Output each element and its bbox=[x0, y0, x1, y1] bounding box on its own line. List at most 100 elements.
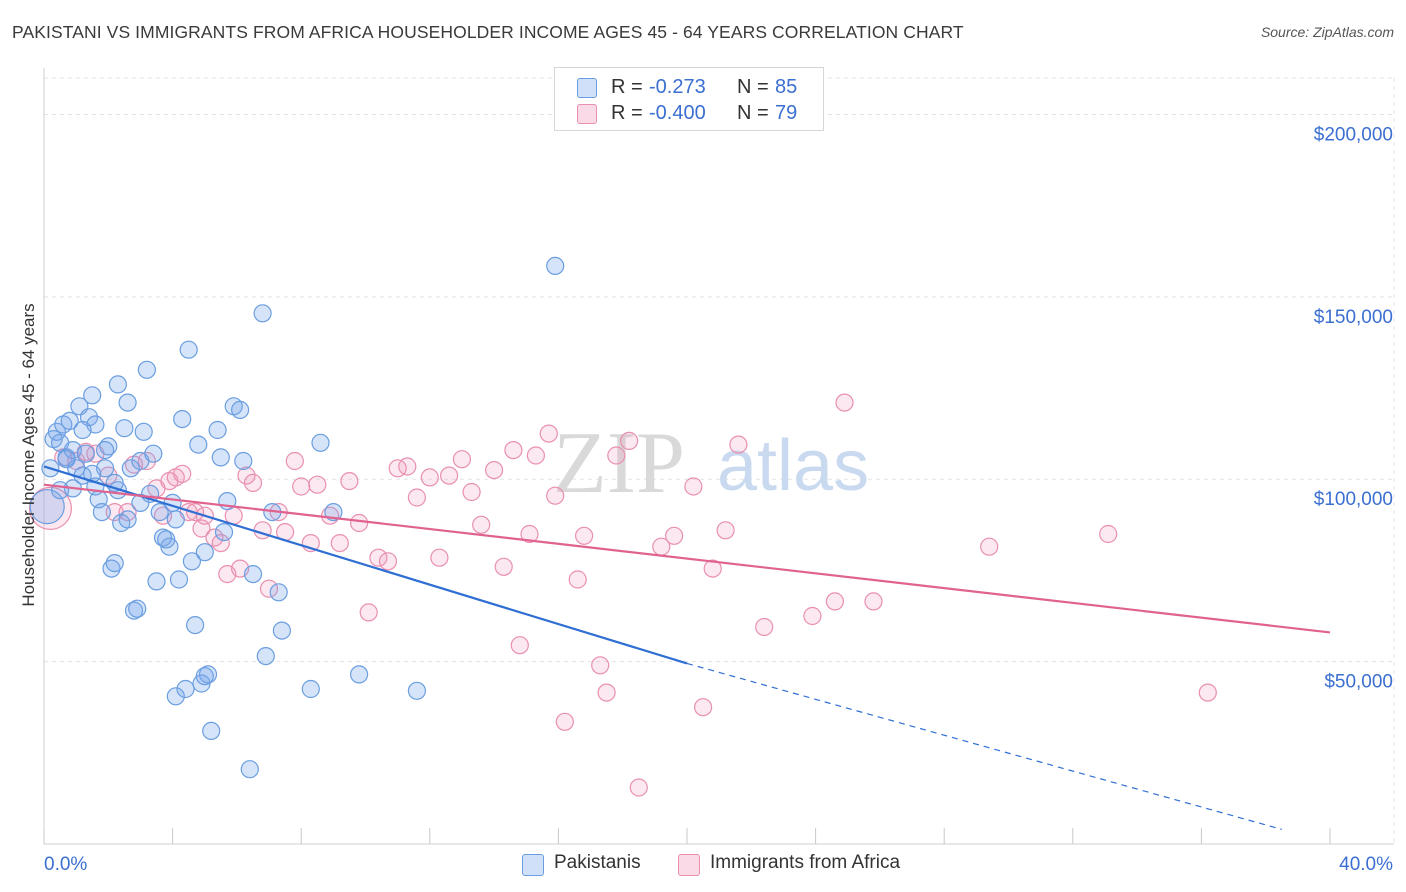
trend-line bbox=[43, 465, 688, 665]
data-point bbox=[980, 537, 999, 556]
data-point bbox=[269, 583, 288, 602]
data-point bbox=[137, 360, 156, 379]
axes bbox=[43, 68, 1394, 845]
data-point bbox=[153, 528, 173, 547]
data-point bbox=[76, 444, 95, 463]
data-point bbox=[198, 665, 218, 684]
data-point bbox=[1099, 524, 1118, 544]
data-point bbox=[115, 419, 134, 438]
data-point bbox=[555, 712, 574, 731]
data-point bbox=[214, 522, 234, 542]
data-point bbox=[452, 450, 471, 469]
data-point bbox=[607, 446, 626, 465]
data-point bbox=[60, 411, 79, 430]
data-point bbox=[308, 475, 327, 494]
data-point bbox=[546, 256, 565, 275]
watermark-atlas: atlas bbox=[717, 426, 869, 506]
x-tick-label-min: 0.0% bbox=[44, 854, 87, 875]
data-point bbox=[359, 603, 378, 622]
data-point bbox=[568, 570, 587, 589]
data-point bbox=[350, 513, 369, 533]
data-point bbox=[118, 502, 137, 522]
data-point bbox=[253, 304, 272, 323]
data-point bbox=[330, 533, 349, 553]
data-point bbox=[256, 646, 275, 666]
data-point bbox=[166, 510, 185, 529]
data-point bbox=[105, 553, 124, 573]
data-point bbox=[664, 526, 684, 545]
data-point bbox=[835, 393, 854, 412]
data-point bbox=[259, 579, 279, 598]
data-point bbox=[825, 592, 845, 611]
x-tick-label-max: 40.0% bbox=[1339, 854, 1393, 875]
blue-swatch bbox=[522, 854, 544, 876]
trend-extension bbox=[686, 662, 1282, 830]
data-point bbox=[864, 592, 883, 611]
data-point bbox=[285, 451, 304, 471]
data-point bbox=[47, 422, 67, 441]
data-point bbox=[378, 552, 398, 571]
data-point bbox=[157, 530, 176, 549]
data-point bbox=[684, 477, 703, 496]
r-label: R = bbox=[611, 76, 643, 98]
data-point bbox=[57, 450, 76, 469]
y-tick-label: $100,000 bbox=[1314, 489, 1393, 510]
data-point bbox=[134, 422, 153, 441]
data-point bbox=[597, 683, 616, 702]
data-point bbox=[272, 621, 291, 640]
data-point bbox=[108, 375, 128, 394]
data-point bbox=[195, 543, 214, 562]
data-point bbox=[1198, 683, 1217, 702]
data-point bbox=[150, 502, 169, 522]
data-point bbox=[118, 393, 137, 412]
n-label: N = bbox=[737, 76, 769, 98]
watermark: ZIP atlas bbox=[553, 415, 869, 512]
data-point bbox=[243, 473, 263, 492]
data-point bbox=[144, 444, 163, 463]
data-point bbox=[520, 524, 539, 544]
data-point bbox=[407, 681, 426, 700]
legend-label: Pakistanis bbox=[554, 852, 641, 873]
data-point bbox=[407, 488, 426, 507]
data-point bbox=[703, 559, 722, 578]
blue-swatch bbox=[577, 78, 597, 98]
data-point bbox=[629, 778, 648, 797]
data-point bbox=[28, 486, 73, 530]
data-point bbox=[301, 679, 320, 699]
trend-line bbox=[43, 483, 1331, 634]
data-point bbox=[211, 448, 230, 467]
legend-row-pakistanis: R = -0.273 N = 85 bbox=[555, 76, 823, 100]
pink-swatch bbox=[577, 104, 597, 124]
data-point bbox=[73, 420, 92, 440]
data-point bbox=[124, 601, 144, 620]
data-point bbox=[369, 548, 388, 567]
data-point bbox=[131, 493, 150, 512]
data-point bbox=[243, 564, 263, 584]
data-point bbox=[128, 599, 147, 618]
data-point bbox=[324, 502, 343, 522]
data-point bbox=[102, 559, 121, 578]
data-point bbox=[240, 760, 259, 779]
data-point bbox=[462, 482, 481, 502]
data-point bbox=[546, 486, 565, 505]
data-point bbox=[234, 451, 253, 471]
trend-lines bbox=[43, 465, 1331, 830]
data-point bbox=[211, 533, 230, 553]
r-value: -0.273 bbox=[649, 76, 706, 98]
legend-row-immigrants-from-africa: R = -0.400 N = 79 bbox=[555, 102, 823, 126]
data-point bbox=[755, 617, 774, 637]
pink-swatch bbox=[678, 854, 700, 876]
data-point bbox=[169, 570, 189, 589]
data-point bbox=[186, 615, 205, 635]
data-point bbox=[420, 468, 439, 487]
y-tick-label: $150,000 bbox=[1314, 307, 1393, 328]
data-point bbox=[137, 451, 156, 471]
data-point bbox=[340, 472, 359, 491]
series-legend: Pakistanis Immigrants from Africa bbox=[0, 852, 1406, 878]
axis-labels: $50,000 $100,000 $150,000 $200,000 0.0% 40.0%… bbox=[19, 124, 1393, 875]
series-immigrants-from-africa bbox=[28, 393, 1217, 797]
r-value: -0.400 bbox=[649, 102, 706, 124]
data-point bbox=[176, 679, 195, 699]
data-point bbox=[430, 548, 449, 567]
data-point bbox=[121, 459, 140, 478]
